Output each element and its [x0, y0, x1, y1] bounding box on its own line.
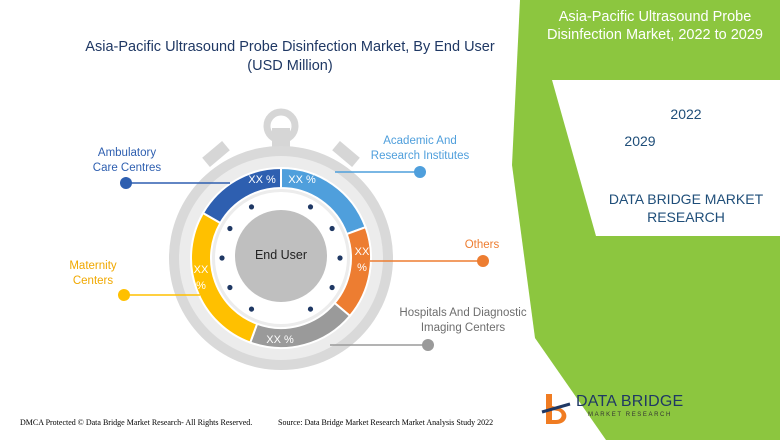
tick-dot — [307, 204, 314, 210]
year-start: 2022 — [670, 106, 702, 122]
label-maternity: Maternity Centers — [56, 259, 130, 289]
tick-dot — [329, 225, 335, 232]
panel-title: Asia-Pacific Ultrasound Probe Disinfecti… — [536, 8, 774, 44]
segment-value-maternity-line1: XX — [193, 264, 209, 276]
chart-title: Asia-Pacific Ultrasound Probe Disinfecti… — [40, 38, 540, 76]
leader-ambulatory-dot — [120, 177, 132, 189]
right-white-band — [552, 80, 780, 236]
panel-brand-line2: RESEARCH — [647, 209, 725, 225]
donut-chart — [190, 166, 372, 349]
year-end: 2029 — [624, 133, 656, 149]
segment-value-maternity-line2: % — [196, 280, 206, 292]
tick-dot — [219, 255, 225, 261]
footer-copyright: DMCA Protected © Data Bridge Market Rese… — [20, 418, 253, 427]
label-academic: Academic And Research Institutes — [360, 134, 480, 164]
label-ambulatory: Ambulatory Care Centres — [72, 146, 182, 176]
leader-academic-dot — [414, 166, 426, 178]
center-circle — [235, 210, 327, 302]
label-maternity-line2: Centers — [72, 275, 114, 287]
label-hospitals-line2: Imaging Centers — [420, 322, 506, 334]
label-academic-line1: Academic And — [383, 135, 457, 147]
panel-brand: DATA BRIDGE MARKET RESEARCH — [596, 190, 776, 226]
footer-source: Source: Data Bridge Market Research Mark… — [278, 418, 494, 427]
segment-value-maternity: XX % — [189, 262, 213, 294]
leader-others-dot — [477, 255, 489, 267]
data-bridge-logo-icon — [541, 394, 571, 424]
label-academic-line2: Research Institutes — [370, 150, 470, 162]
donut-tick-dots — [219, 204, 343, 312]
center-label: End User — [254, 248, 308, 262]
tick-dot — [227, 225, 233, 232]
tick-dot — [337, 255, 343, 261]
hexagon-2029 — [616, 122, 664, 162]
stopwatch-side-button-left — [202, 141, 230, 167]
tick-dot — [227, 284, 233, 291]
label-ambulatory-line2: Care Centres — [92, 162, 162, 174]
tick-dot — [329, 284, 335, 291]
panel-title-line1: Asia-Pacific Ultrasound Probe — [558, 9, 752, 25]
leader-hospitals-dot — [422, 339, 434, 351]
stopwatch-crown-ring — [263, 108, 299, 144]
segment-value-hospitals: XX % — [266, 334, 294, 346]
label-maternity-line1: Maternity — [69, 260, 117, 272]
panel-title-line2: Disinfection Market, 2022 to 2029 — [546, 27, 763, 43]
segment-value-others: XX % — [350, 244, 374, 276]
segment-value-ambulatory: XX % — [248, 174, 276, 186]
segment-value-others-line2: % — [357, 262, 367, 274]
leader-lines — [118, 166, 489, 351]
logo-name: DATA BRIDGE — [576, 393, 684, 410]
label-ambulatory-line1: Ambulatory — [97, 147, 157, 159]
stopwatch-side-button-right — [332, 141, 360, 167]
label-hospitals: Hospitals And Diagnostic Imaging Centers — [378, 306, 548, 336]
logo-tagline: MARKET RESEARCH — [588, 412, 672, 418]
tick-dot — [248, 204, 255, 210]
chart-title-line1: Asia-Pacific Ultrasound Probe Disinfecti… — [85, 39, 495, 55]
tick-dot — [248, 306, 255, 312]
leader-maternity-dot — [118, 289, 130, 301]
label-others: Others — [464, 239, 500, 251]
panel-brand-line1: DATA BRIDGE MARKET — [608, 191, 764, 207]
segment-value-others-line1: XX — [354, 246, 370, 258]
hexagon-2022 — [662, 95, 710, 135]
segment-value-academic: XX % — [288, 174, 316, 186]
chart-title-line2: (USD Million) — [247, 58, 333, 74]
label-hospitals-line1: Hospitals And Diagnostic — [399, 307, 527, 319]
ring-segment-ambulatory — [201, 166, 282, 225]
tick-dot — [307, 306, 314, 312]
